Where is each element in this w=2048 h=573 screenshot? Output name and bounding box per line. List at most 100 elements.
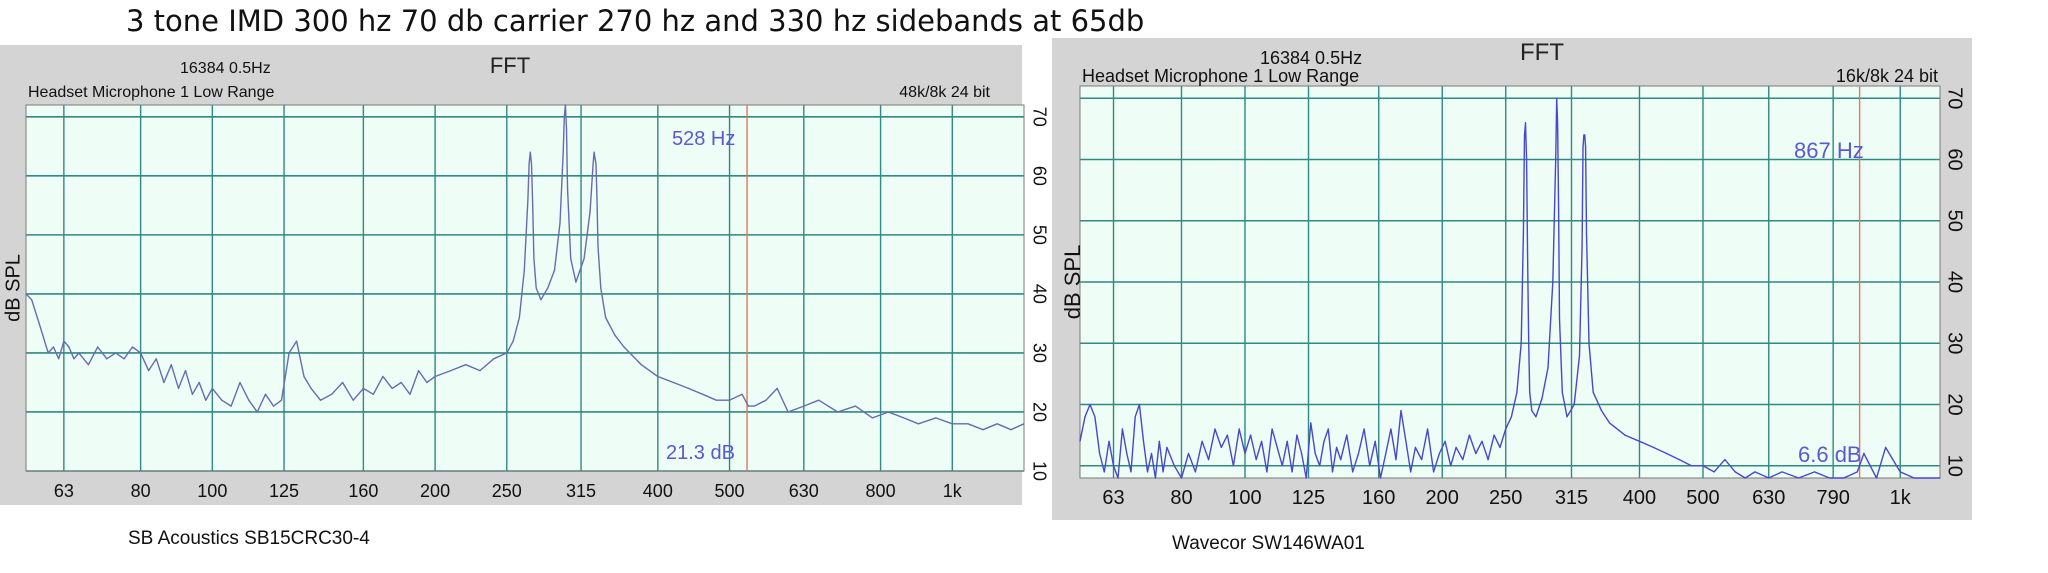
data-point: [583, 257, 585, 260]
data-point: [1130, 471, 1132, 473]
data-point: [982, 429, 984, 431]
data-point: [170, 364, 172, 366]
data-point: [518, 316, 521, 319]
data-point: [527, 198, 529, 201]
data-point: [533, 257, 535, 260]
y-tick-label: 20: [1029, 402, 1049, 422]
data-point: [1444, 440, 1446, 442]
data-point: [1166, 446, 1168, 448]
x-tick-label: 315: [566, 481, 596, 501]
data-point: [1541, 397, 1543, 399]
data-point: [1108, 440, 1110, 442]
data-point: [342, 381, 344, 384]
data-point: [42, 334, 44, 336]
data-point: [1405, 440, 1407, 442]
data-point: [1547, 367, 1549, 369]
data-point: [1089, 403, 1091, 406]
channel-label: Headset Microphone 1 Low Range: [28, 84, 274, 101]
data-point: [248, 399, 250, 401]
data-point: [1624, 434, 1626, 436]
data-point: [1421, 459, 1423, 461]
data-point: [1310, 422, 1312, 424]
data-point: [1173, 465, 1175, 467]
data-point: [566, 187, 569, 189]
data-point: [903, 417, 905, 419]
data-point: [530, 163, 533, 165]
data-point: [68, 346, 70, 348]
data-point: [1154, 477, 1156, 479]
data-point: [1455, 446, 1457, 448]
data-point: [1336, 446, 1338, 448]
data-point: [319, 399, 322, 401]
data-point: [1276, 446, 1278, 448]
data-point: [1531, 410, 1533, 412]
x-tick-label: 630: [1752, 487, 1785, 509]
data-point: [967, 423, 969, 425]
cursor-level-label: 21.3 dB: [666, 442, 735, 464]
data-point: [1913, 477, 1915, 479]
data-point: [362, 387, 364, 389]
data-point: [1828, 477, 1831, 479]
data-point: [1433, 471, 1435, 473]
x-tick-label: 250: [492, 481, 522, 501]
data-point: [1385, 452, 1387, 455]
data-point: [256, 411, 258, 413]
data-point: [1281, 465, 1283, 467]
data-point: [148, 370, 150, 372]
data-point: [479, 370, 481, 372]
data-point: [1510, 416, 1512, 418]
fft-info: 16384 0.5Hz: [1260, 48, 1362, 68]
data-point: [450, 370, 452, 372]
data-point: [597, 246, 599, 248]
data-point: [1702, 465, 1704, 467]
data-point: [1261, 440, 1263, 442]
data-point: [1523, 134, 1526, 136]
x-tick-label: 250: [1489, 487, 1522, 509]
data-point: [1585, 232, 1588, 234]
data-point: [594, 157, 596, 159]
y-tick-label: 10: [1029, 461, 1049, 481]
data-point: [1462, 459, 1464, 461]
data-point: [1232, 465, 1234, 467]
data-point: [163, 381, 165, 384]
data-point: [1592, 391, 1594, 393]
x-tick-label: 315: [1555, 487, 1588, 509]
y-tick-label: 20: [1944, 393, 1966, 415]
data-point: [1450, 465, 1452, 467]
data-point: [198, 381, 200, 384]
data-point: [1863, 452, 1865, 455]
data-point: [426, 381, 428, 384]
data-point: [1214, 428, 1216, 430]
data-point: [1516, 391, 1518, 393]
data-point: [211, 387, 213, 389]
data-point: [493, 358, 495, 360]
data-point: [1652, 446, 1654, 448]
data-point: [273, 405, 275, 407]
fft-chart-left: 63 80 100 125 160 200 250 315 400 500 630 800 1k 10 20…: [0, 45, 1049, 505]
data-point: [1573, 403, 1575, 406]
data-point: [1584, 134, 1586, 136]
data-point: [78, 352, 80, 354]
x-tick-label: 630: [789, 481, 819, 501]
data-point: [1187, 452, 1190, 455]
data-point: [1869, 465, 1871, 467]
data-point: [1582, 146, 1584, 148]
x-tick-label: 200: [1426, 487, 1459, 509]
y-tick-label: 40: [1029, 284, 1049, 304]
data-point: [1558, 207, 1560, 210]
data-point: [1134, 416, 1136, 418]
data-point: [1271, 428, 1273, 430]
data-point: [1678, 459, 1680, 461]
data-point: [741, 393, 743, 395]
data-point: [1499, 446, 1501, 448]
data-point: [1112, 465, 1115, 467]
data-point: [1323, 440, 1325, 442]
x-tick-label: 800: [866, 481, 896, 501]
data-point: [372, 393, 374, 395]
data-point: [540, 299, 542, 301]
data-point: [623, 346, 625, 348]
x-tick-label: 80: [131, 481, 151, 501]
fft-plot-right: 63 80 100 125 160 200 250 315 400 500 630 790 1k 10 20…: [1060, 39, 1966, 509]
data-point: [58, 358, 60, 360]
data-point: [1475, 452, 1477, 455]
